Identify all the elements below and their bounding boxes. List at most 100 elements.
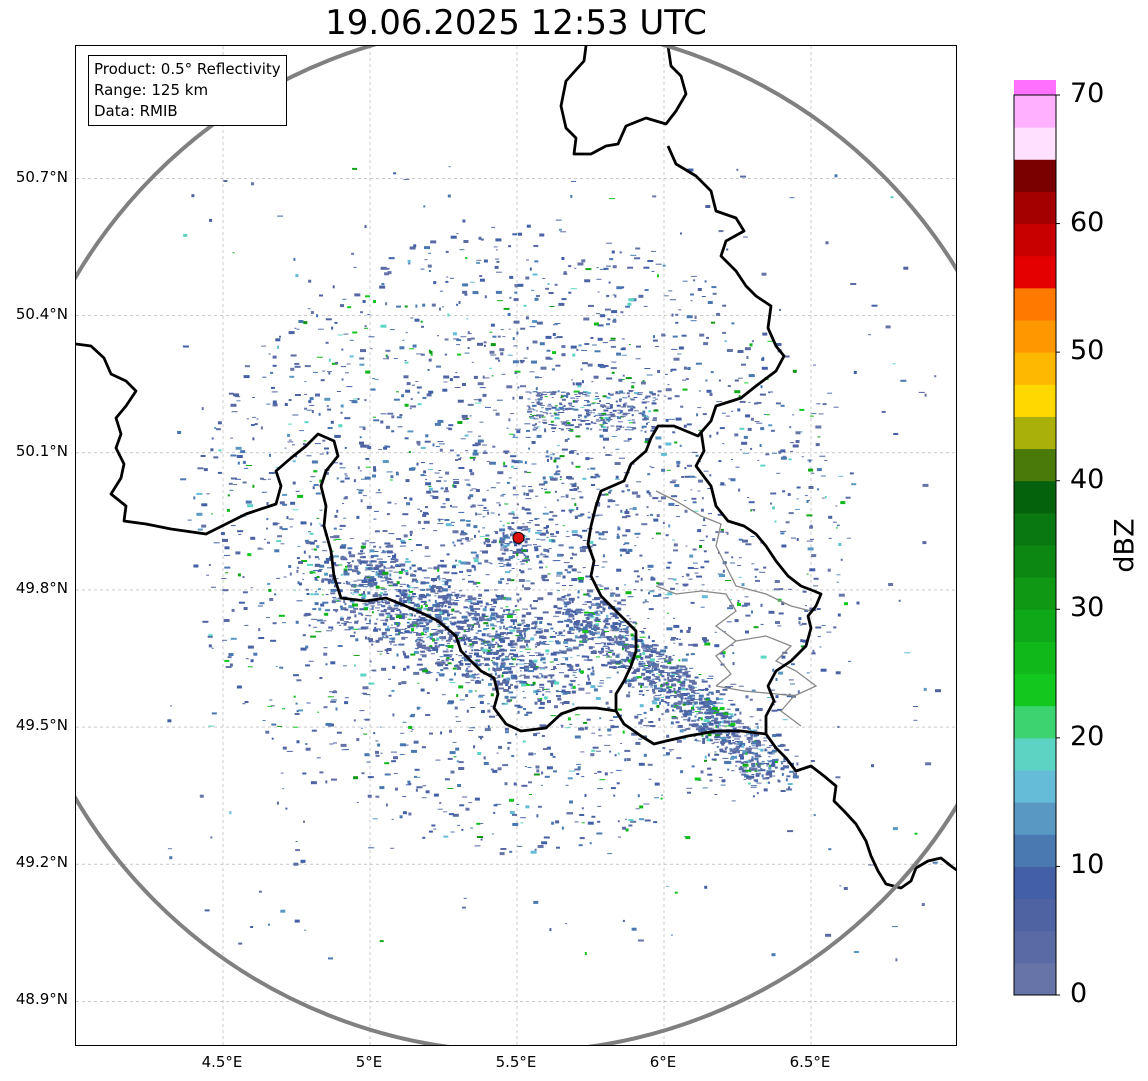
echo-cell [715, 725, 722, 727]
echo-cell [385, 567, 391, 569]
echo-cell [522, 553, 525, 555]
echo-cell [525, 537, 530, 540]
echo-cell [628, 679, 635, 682]
echo-cell [318, 569, 323, 570]
echo-cell [477, 562, 482, 565]
echo-cell [437, 629, 444, 632]
echo-cell [549, 306, 555, 307]
echo-cell [499, 520, 502, 522]
echo-cell [645, 676, 651, 680]
echo-cell [726, 349, 733, 352]
echo-cell [403, 375, 409, 379]
echo-cell [410, 405, 417, 408]
echo-cell [622, 666, 627, 668]
echo-cell [416, 462, 419, 466]
echo-cell [455, 716, 459, 718]
echo-cell [417, 508, 421, 510]
echo-cell [396, 305, 402, 308]
echo-cell [568, 265, 572, 268]
echo-cell [524, 461, 527, 465]
echo-cell [716, 725, 719, 729]
echo-cell [664, 672, 669, 674]
echo-cell [311, 548, 314, 550]
echo-cell [647, 664, 651, 668]
echo-cell [790, 683, 795, 685]
echo-cell [319, 564, 325, 568]
echo-cell [443, 667, 449, 670]
echo-cell [630, 820, 637, 823]
echo-cell [571, 498, 576, 500]
echo-cell [218, 449, 222, 452]
echo-cell [530, 661, 535, 665]
echo-cell [554, 283, 558, 286]
echo-cell [462, 635, 468, 637]
echo-cell [535, 691, 542, 693]
echo-cell [554, 457, 561, 460]
echo-cell [564, 569, 568, 572]
echo-cell [600, 647, 604, 651]
echo-cell [436, 672, 440, 674]
echo-cell [288, 331, 295, 335]
echo-cell [695, 728, 702, 731]
echo-cell [628, 298, 635, 302]
radar-map[interactable] [75, 45, 957, 1046]
echo-cell [618, 398, 621, 401]
echo-cell [265, 730, 270, 734]
echo-cell [336, 621, 340, 624]
echo-cell [542, 512, 549, 515]
echo-cell [509, 811, 515, 814]
echo-cell [607, 728, 612, 732]
echo-cell [470, 505, 473, 508]
echo-cell [468, 730, 474, 731]
echo-cell [387, 581, 394, 584]
echo-cell [653, 821, 658, 824]
echo-cell [447, 702, 454, 705]
echo-cell [341, 366, 346, 368]
echo-cell [581, 609, 585, 611]
echo-cell [449, 682, 456, 684]
echo-cell [511, 531, 515, 533]
echo-cell [337, 564, 343, 566]
echo-cell [595, 656, 600, 658]
echo-cell [469, 415, 472, 417]
echo-cell [429, 584, 432, 588]
echo-cell [494, 672, 497, 676]
echo-cell [547, 680, 554, 683]
echo-cell [613, 600, 617, 602]
echo-cell [507, 686, 511, 689]
echo-cell [606, 426, 609, 429]
echo-cell [321, 578, 328, 581]
echo-cell [719, 707, 725, 711]
echo-cell [728, 713, 734, 716]
echo-cell [422, 785, 427, 787]
echo-cell [582, 545, 589, 549]
echo-cell [606, 652, 609, 656]
echo-cell [739, 449, 742, 451]
echo-cell [396, 610, 399, 611]
echo-cell [732, 751, 737, 754]
echo-cell [457, 667, 462, 670]
echo-cell [484, 559, 489, 563]
echo-cell [724, 340, 727, 343]
echo-cell [664, 659, 668, 661]
echo-cell [736, 740, 743, 743]
echo-cell [508, 433, 514, 435]
echo-cell [425, 581, 430, 584]
echo-cell [343, 665, 347, 667]
echo-cell [449, 650, 453, 653]
echo-cell [774, 766, 778, 769]
echo-cell [815, 425, 822, 429]
echo-cell [569, 800, 573, 804]
echo-cell [654, 667, 658, 670]
echo-cell [272, 355, 277, 359]
echo-cell [611, 625, 618, 629]
echo-cell [379, 786, 385, 790]
echo-cell [525, 580, 531, 582]
echo-cell [648, 648, 652, 651]
echo-cell [519, 396, 523, 400]
echo-cell [535, 410, 538, 412]
echo-cell [422, 512, 429, 515]
echo-cell [535, 692, 538, 695]
echo-cell [546, 688, 550, 690]
echo-cell [710, 701, 717, 705]
